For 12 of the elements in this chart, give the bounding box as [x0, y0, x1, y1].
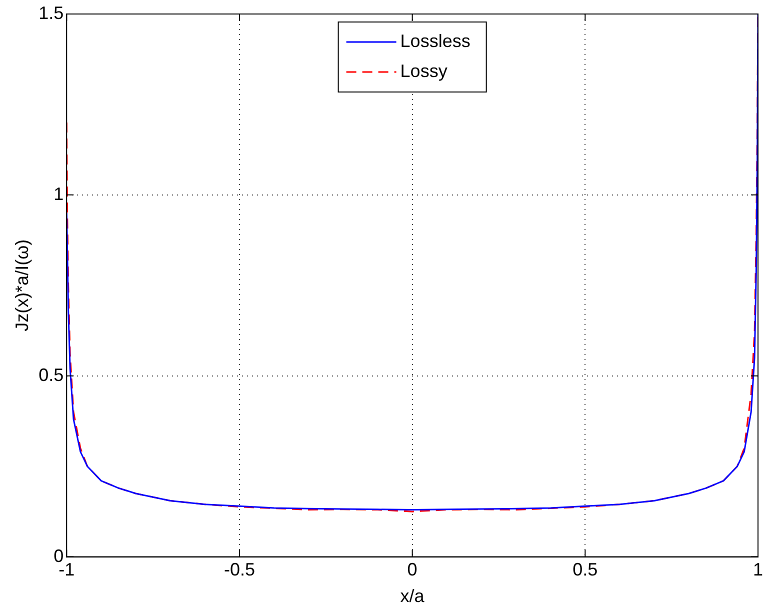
- legend-label: Lossless: [400, 30, 470, 51]
- x-tick-label: -0.5: [224, 560, 255, 580]
- y-tick-label: 1: [54, 184, 64, 204]
- y-axis-title: Jz(x)*a/I(ω): [12, 239, 32, 332]
- y-tick-label: 0: [54, 546, 64, 566]
- x-axis-title: x/a: [400, 586, 426, 606]
- y-tick-label: 0.5: [38, 364, 64, 385]
- y-tick-label: 1.5: [38, 2, 64, 23]
- x-tick-label: 0: [407, 560, 418, 580]
- legend-label: Lossy: [400, 60, 448, 81]
- x-tick-label: 0.5: [572, 560, 598, 580]
- x-tick-label: 1: [752, 560, 764, 580]
